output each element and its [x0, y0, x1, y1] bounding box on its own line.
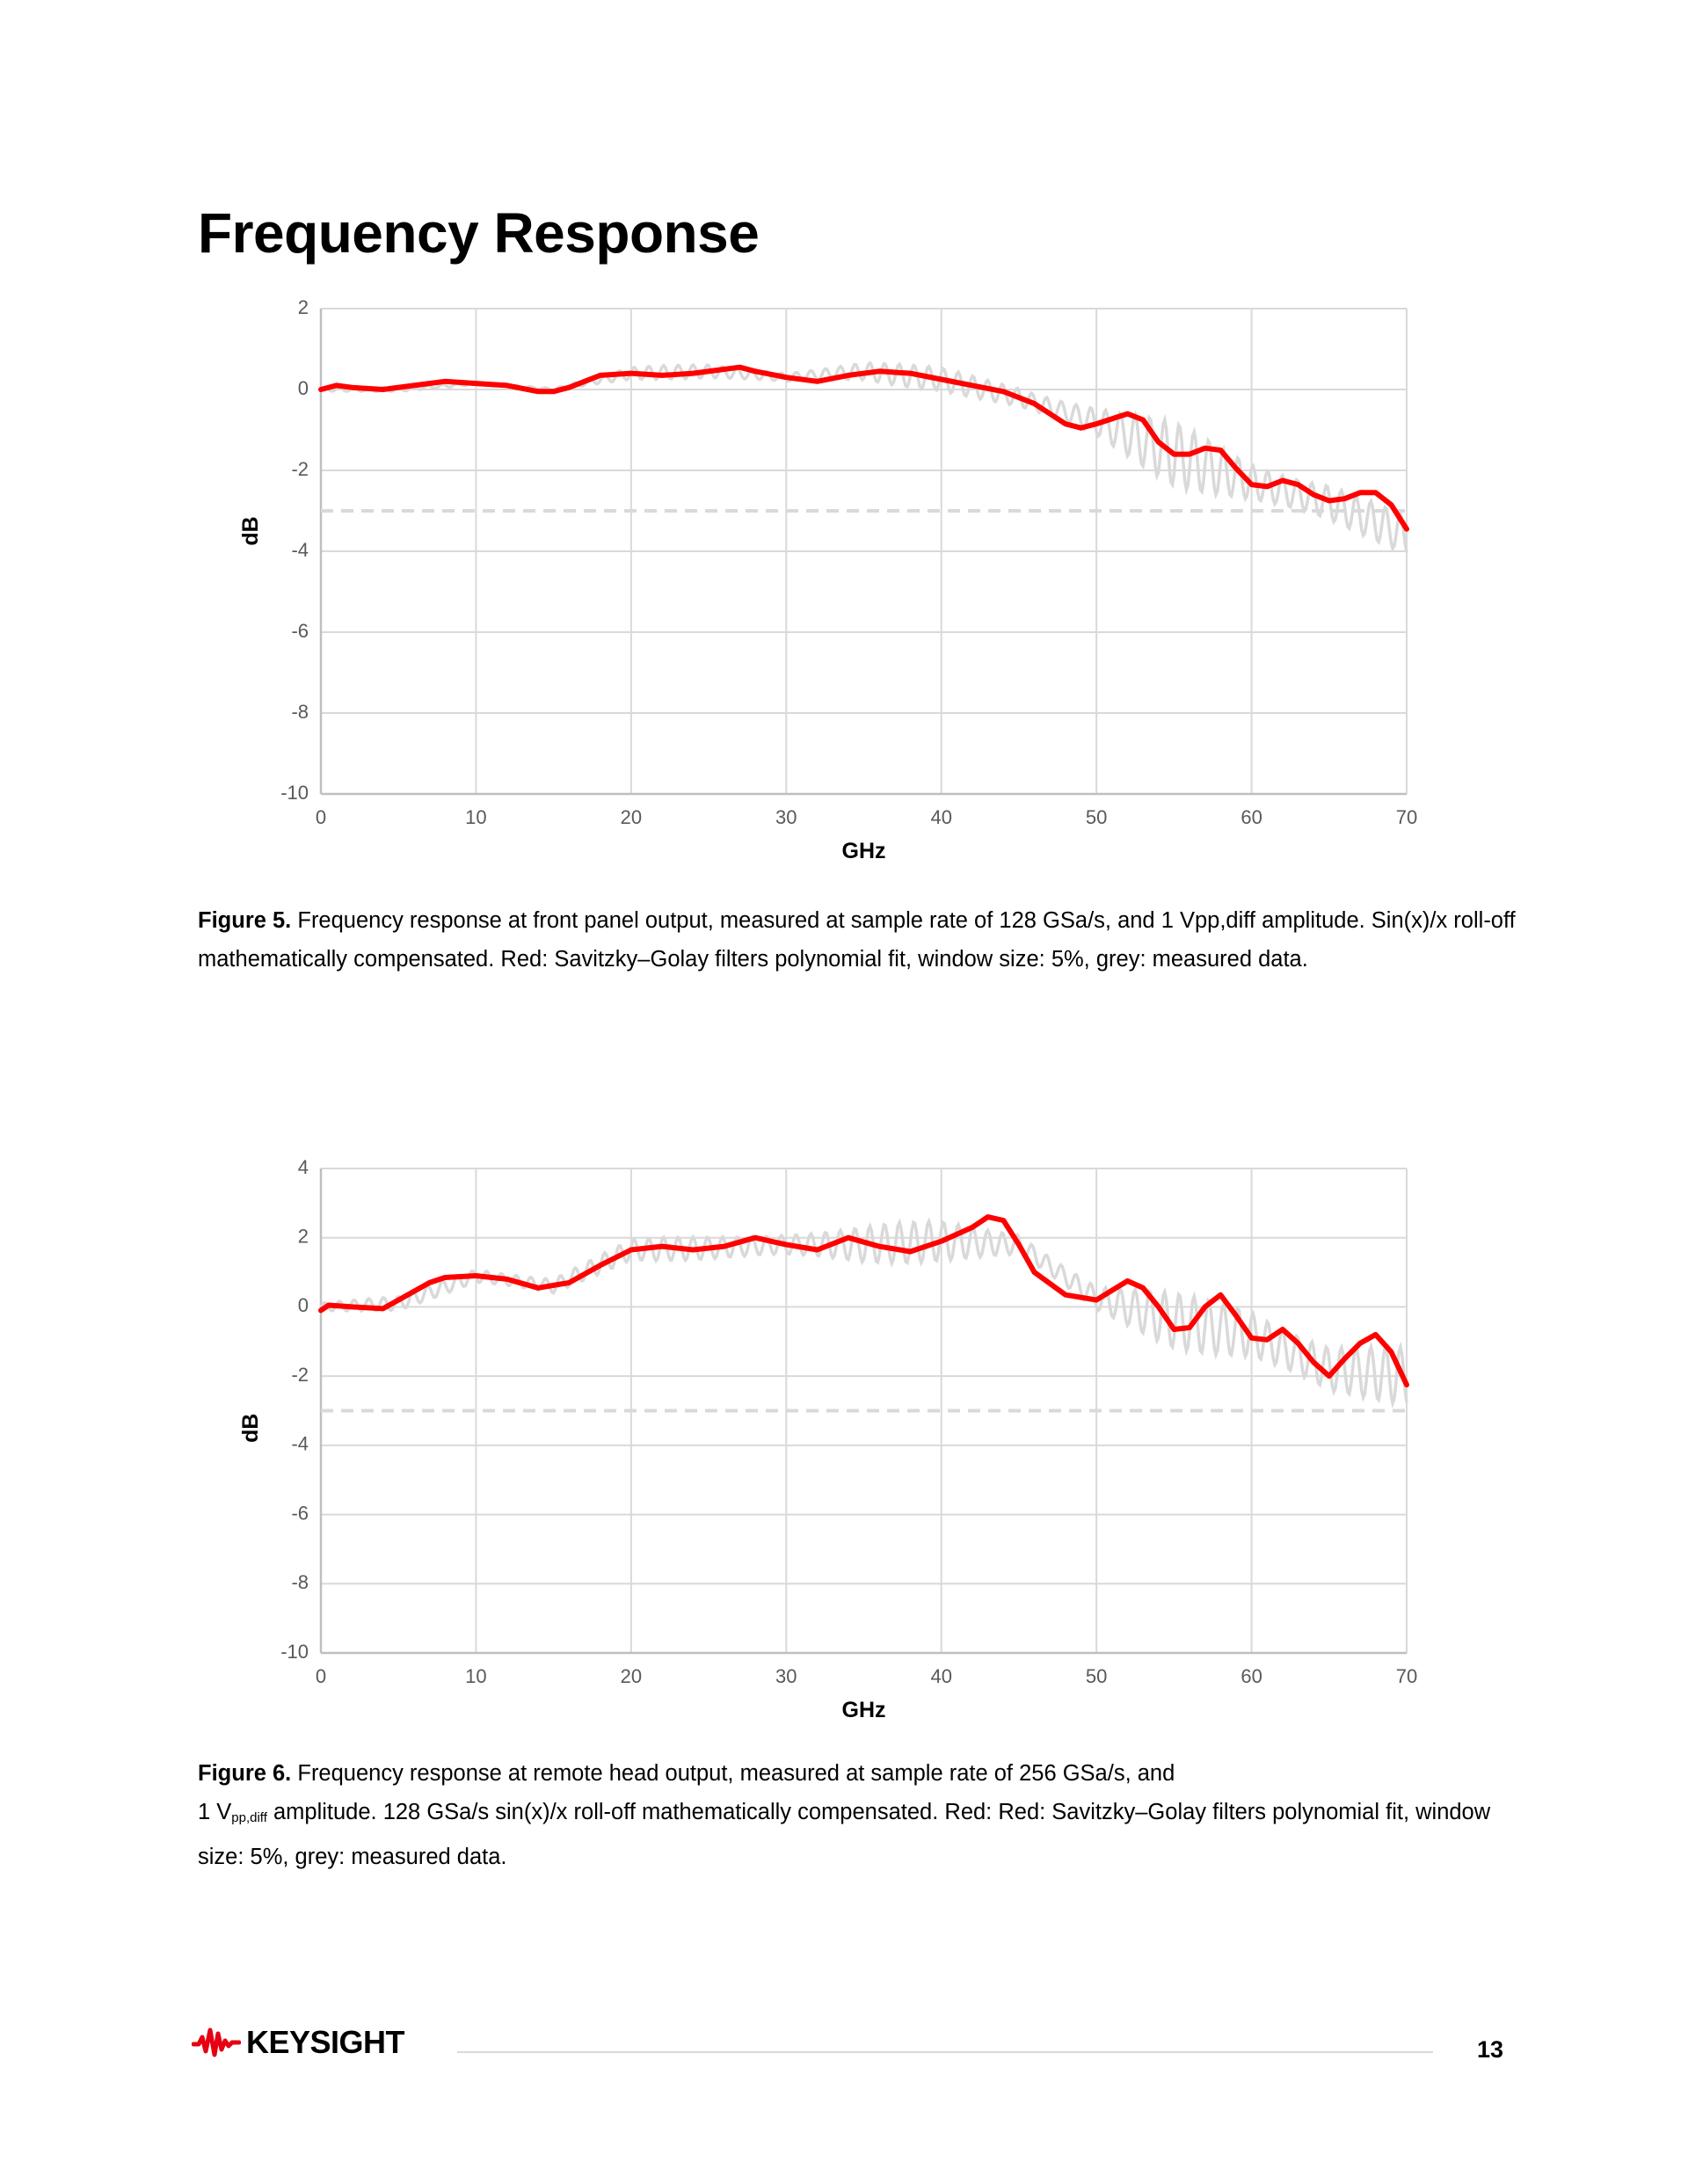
- y-tick-label: 2: [298, 296, 309, 318]
- y-tick-label: -4: [291, 539, 309, 561]
- x-tick-label: 40: [930, 806, 951, 828]
- page-number: 13: [1477, 2036, 1504, 2063]
- y-tick-label: -4: [291, 1433, 309, 1455]
- chart-remote-head: 4 2 0 -2 -4 -6 -8 -10 0 10 20 30 40 50 60 70 GHz dB: [211, 1143, 1459, 1741]
- figure-6-line1: Frequency response at remote head output…: [291, 1761, 1175, 1786]
- y-tick-label: -10: [280, 1641, 309, 1663]
- figure-5-caption: Figure 5. Frequency response at front pa…: [198, 901, 1517, 979]
- x-tick-label: 70: [1396, 806, 1417, 828]
- y-tick-label: -6: [291, 1502, 309, 1524]
- keysight-logo: KEYSIGHT: [192, 2024, 405, 2061]
- x-tick-label: 60: [1241, 806, 1262, 828]
- figure-6-label: Figure 6.: [198, 1761, 292, 1786]
- x-tick-label: 30: [775, 1665, 797, 1687]
- x-tick-label: 50: [1086, 1665, 1107, 1687]
- figure-6-pre-sub: 1 V: [198, 1800, 232, 1824]
- y-tick-label: -8: [291, 701, 309, 723]
- y-axis-title: dB: [238, 516, 263, 545]
- page-title: Frequency Response: [198, 201, 760, 265]
- x-tick-label: 50: [1086, 806, 1107, 828]
- x-tick-label: 70: [1396, 1665, 1417, 1687]
- x-tick-label: 60: [1241, 1665, 1262, 1687]
- y-tick-label: 0: [298, 1294, 309, 1316]
- x-axis-title: GHz: [842, 839, 886, 863]
- x-tick-label: 30: [775, 806, 797, 828]
- figure-5-label: Figure 5.: [198, 908, 292, 933]
- x-axis-title: GHz: [842, 1698, 886, 1722]
- series-measured-data: [319, 1217, 1408, 1409]
- y-tick-label: -8: [291, 1571, 309, 1593]
- y-tick-label: -2: [291, 1364, 309, 1386]
- chart-front-panel: 2 0 -2 -4 -6 -8 -10 0 10 20 30 40 50 60 70 GHz dB: [211, 290, 1459, 888]
- y-tick-label: 0: [298, 377, 309, 399]
- x-tick-label: 0: [316, 806, 326, 828]
- x-tick-label: 0: [316, 1665, 326, 1687]
- series-savitzky-golay-fit: [318, 1214, 1409, 1387]
- y-tick-label: 4: [298, 1156, 309, 1178]
- series-measured-data: [320, 360, 1408, 553]
- x-tick-label: 20: [621, 806, 642, 828]
- y-tick-label: -2: [291, 458, 309, 480]
- logo-text: KEYSIGHT: [246, 2024, 405, 2060]
- x-tick-label: 20: [621, 1665, 642, 1687]
- keysight-wave-icon: [192, 2027, 241, 2057]
- x-tick-label: 40: [930, 1665, 951, 1687]
- y-tick-label: -10: [280, 782, 309, 804]
- y-tick-label: 2: [298, 1226, 309, 1248]
- y-axis-title: dB: [238, 1414, 263, 1443]
- figure-6-subscript: pp,diff: [231, 1810, 267, 1825]
- figure-6-caption: Figure 6. Frequency response at remote h…: [198, 1754, 1517, 1876]
- x-tick-label: 10: [465, 806, 486, 828]
- figure-5-text: Frequency response at front panel output…: [198, 908, 1516, 972]
- y-tick-label: -6: [291, 620, 309, 642]
- footer-divider: [457, 2051, 1433, 2053]
- x-tick-label: 10: [465, 1665, 486, 1687]
- figure-6-text: amplitude. 128 GSa/s sin(x)/x roll-off m…: [198, 1800, 1491, 1869]
- series-savitzky-golay-fit: [318, 364, 1409, 532]
